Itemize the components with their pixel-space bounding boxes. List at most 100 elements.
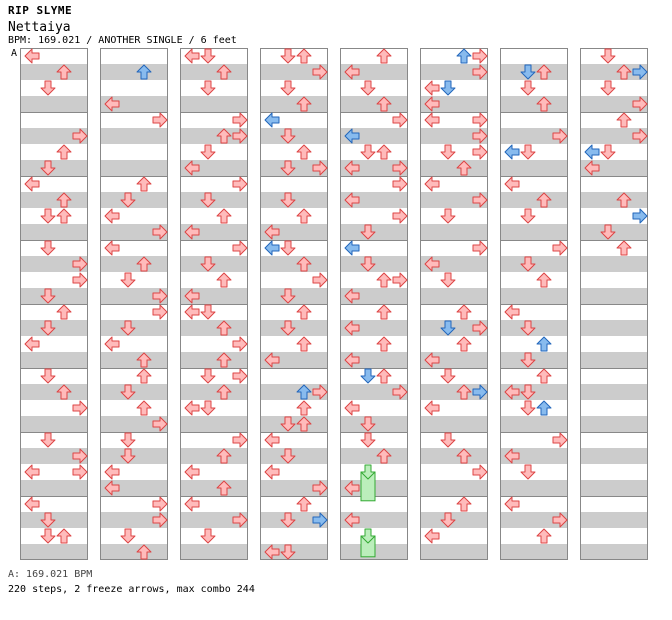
arrow-down-icon [120,528,136,544]
arrow-left-icon [504,384,520,400]
arrow-left-icon [344,240,360,256]
arrow-down-icon [200,48,216,64]
beat-stripe [340,288,408,304]
arrow-up-icon [296,496,312,512]
beat-stripe [500,480,568,496]
arrow-up-icon [456,336,472,352]
beat-stripe [340,96,408,112]
beat-stripe [500,160,568,176]
column-border [340,48,408,560]
arrow-left-icon [344,400,360,416]
arrow-down-icon [280,160,296,176]
beat-stripe [580,512,648,528]
arrow-down-icon [360,416,376,432]
arrow-down-icon [520,464,536,480]
arrow-down-icon [120,432,136,448]
beat-stripe [20,352,88,368]
arrow-left-icon [344,320,360,336]
beat-stripe [420,224,488,240]
arrow-left-icon [504,496,520,512]
arrow-right-icon [312,64,328,80]
beat-stripe [20,256,88,272]
arrow-left-icon [24,336,40,352]
beat-stripe [180,64,248,80]
beat-stripe [180,128,248,144]
beat-stripe [580,64,648,80]
arrow-up-icon [296,144,312,160]
arrow-left-icon [424,96,440,112]
arrow-down-icon [440,208,456,224]
arrow-down-icon [120,272,136,288]
arrow-down-icon [120,448,136,464]
arrow-left-icon [184,400,200,416]
arrow-up-icon [216,480,232,496]
arrow-up-icon [216,320,232,336]
beat-stripe [580,96,648,112]
arrow-down-icon [520,144,536,160]
beat-stripe [180,96,248,112]
arrow-down-icon [440,80,456,96]
beat-stripe [100,128,168,144]
beat-stripe [500,192,568,208]
arrow-down-icon [600,144,616,160]
beat-stripe [420,160,488,176]
arrow-right-icon [472,464,488,480]
beat-stripe [100,512,168,528]
beat-stripe [420,64,488,80]
arrow-right-icon [232,368,248,384]
column-border [500,48,568,560]
arrow-right-icon [152,496,168,512]
beat-stripe [20,544,88,560]
arrow-left-icon [344,352,360,368]
arrow-right-icon [312,160,328,176]
arrow-right-icon [312,384,328,400]
arrow-right-icon [152,112,168,128]
arrow-down-icon [520,208,536,224]
beat-stripe [580,384,648,400]
arrow-up-icon [296,336,312,352]
arrow-right-icon [312,480,328,496]
beat-stripe [340,448,408,464]
beat-stripe [180,384,248,400]
arrow-right-icon [472,240,488,256]
arrow-down-icon [360,224,376,240]
arrow-up-icon [136,544,152,560]
beat-stripe [20,64,88,80]
beat-stripe [340,160,408,176]
beat-stripe [500,128,568,144]
chart-column [420,48,488,560]
arrow-down-icon [520,64,536,80]
arrow-up-icon [56,528,72,544]
arrow-down-icon [40,368,56,384]
beat-stripe [20,128,88,144]
arrow-left-icon [584,160,600,176]
beat-stripe [580,416,648,432]
arrow-down-icon [200,304,216,320]
arrow-left-icon [104,240,120,256]
arrow-left-icon [104,96,120,112]
arrow-right-icon [632,64,648,80]
arrow-up-icon [376,272,392,288]
arrow-down-icon [360,80,376,96]
arrow-right-icon [392,160,408,176]
arrow-right-icon [472,384,488,400]
arrow-up-icon [536,336,552,352]
arrow-down-icon [40,288,56,304]
arrow-right-icon [232,512,248,528]
beat-stripe [500,224,568,240]
beat-stripe [420,288,488,304]
arrow-down-icon [40,320,56,336]
freeze-arrow-down-icon [360,528,376,544]
arrow-up-icon [216,128,232,144]
beat-stripe [580,160,648,176]
arrow-right-icon [232,112,248,128]
beat-stripe [500,544,568,560]
arrow-left-icon [24,48,40,64]
arrow-right-icon [72,272,88,288]
beat-stripe [100,96,168,112]
arrow-up-icon [136,352,152,368]
beat-stripe [340,512,408,528]
beat-stripe [100,64,168,80]
arrow-down-icon [280,448,296,464]
arrow-down-icon [280,416,296,432]
